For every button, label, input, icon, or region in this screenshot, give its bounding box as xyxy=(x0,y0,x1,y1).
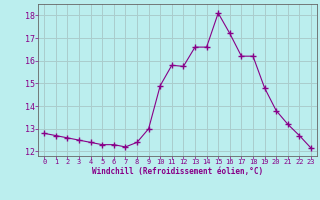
X-axis label: Windchill (Refroidissement éolien,°C): Windchill (Refroidissement éolien,°C) xyxy=(92,167,263,176)
